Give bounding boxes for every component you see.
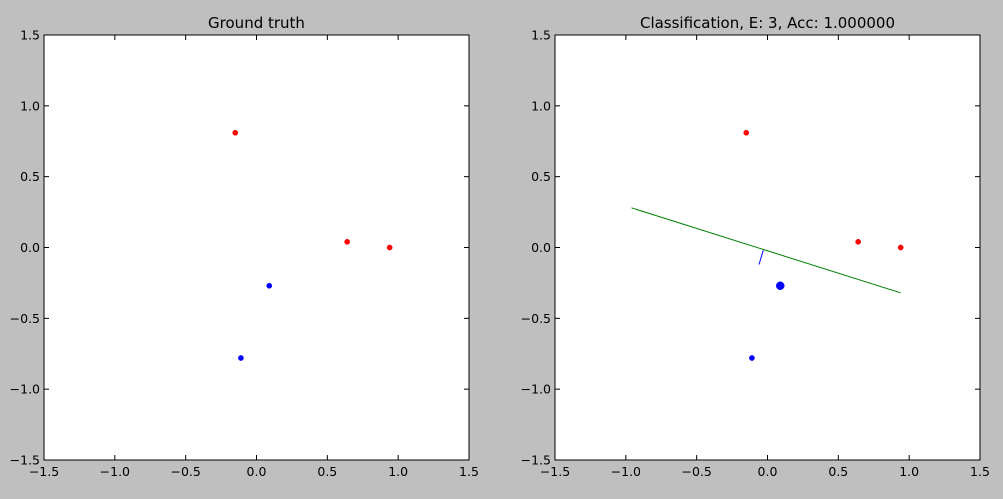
x-tick-label: 0.5: [828, 464, 848, 479]
series-line: [631, 207, 901, 294]
data-point: [238, 355, 244, 361]
x-tick-label: 1.5: [459, 464, 479, 479]
data-point: [855, 238, 862, 245]
x-tick-label: −1.5: [540, 464, 570, 479]
data-point: [743, 129, 750, 136]
data-point: [897, 244, 904, 251]
data-point: [749, 355, 755, 361]
data-point: [386, 244, 393, 251]
highlighted-point: [776, 281, 785, 290]
x-tick-labels-classification: −1.5 −1.0 −0.5 0.0 0.5 1.0 1.5: [540, 464, 990, 479]
y-tick-label: 1.0: [20, 98, 40, 113]
y-tick-label: 1.0: [531, 98, 551, 113]
x-tick-label: 0.0: [247, 464, 267, 479]
chart-title-ground-truth: Ground truth: [208, 14, 305, 32]
y-tick-label: −1.5: [10, 453, 40, 468]
y-tick-label: −1.5: [521, 453, 551, 468]
y-tick-labels-ground-truth: −1.5 −1.0 −0.5 0.0 0.5 1.0 1.5: [10, 28, 40, 468]
y-tick-label: −0.5: [521, 311, 551, 326]
chart-title-classification: Classification, E: 3, Acc: 1.000000: [640, 14, 895, 32]
x-tick-label: 0.0: [758, 464, 778, 479]
data-point: [232, 129, 239, 136]
data-point: [266, 282, 273, 289]
series-line: [758, 250, 764, 265]
x-tick-label: −1.0: [611, 464, 641, 479]
y-tick-label: 1.5: [531, 28, 551, 43]
plot-frame-classification: [554, 34, 981, 461]
x-tick-label: 1.0: [388, 464, 408, 479]
x-tick-label: 1.5: [970, 464, 990, 479]
x-tick-label: −1.0: [100, 464, 130, 479]
x-tick-labels-ground-truth: −1.5 −1.0 −0.5 0.0 0.5 1.0 1.5: [29, 464, 479, 479]
plot-frame-ground-truth: [43, 34, 470, 461]
y-tick-label: −0.5: [10, 311, 40, 326]
y-tick-label: −1.0: [521, 382, 551, 397]
x-tick-label: −0.5: [681, 464, 711, 479]
x-tick-label: 0.5: [317, 464, 337, 479]
data-marks-classification: [631, 129, 904, 361]
y-tick-label: 0.0: [20, 240, 40, 255]
y-tick-label: 0.5: [20, 169, 40, 184]
x-tick-label: 1.0: [899, 464, 919, 479]
data-point: [344, 238, 351, 245]
y-tick-label: 0.5: [531, 169, 551, 184]
x-tick-label: −0.5: [170, 464, 200, 479]
subplot-ground-truth: Ground truth −1.5 −1.0 −0.5 0.0 0.5 1.0 …: [10, 14, 479, 479]
y-tick-label: 0.0: [531, 240, 551, 255]
y-tick-label: 1.5: [20, 28, 40, 43]
y-tick-label: −1.0: [10, 382, 40, 397]
plot-area-ground-truth: [44, 35, 469, 460]
plot-area-classification: [555, 35, 980, 460]
data-marks-ground-truth: [232, 129, 393, 361]
subplot-classification: Classification, E: 3, Acc: 1.000000 −1.5…: [521, 14, 990, 479]
x-tick-label: −1.5: [29, 464, 59, 479]
y-tick-labels-classification: −1.5 −1.0 −0.5 0.0 0.5 1.0 1.5: [521, 28, 551, 468]
